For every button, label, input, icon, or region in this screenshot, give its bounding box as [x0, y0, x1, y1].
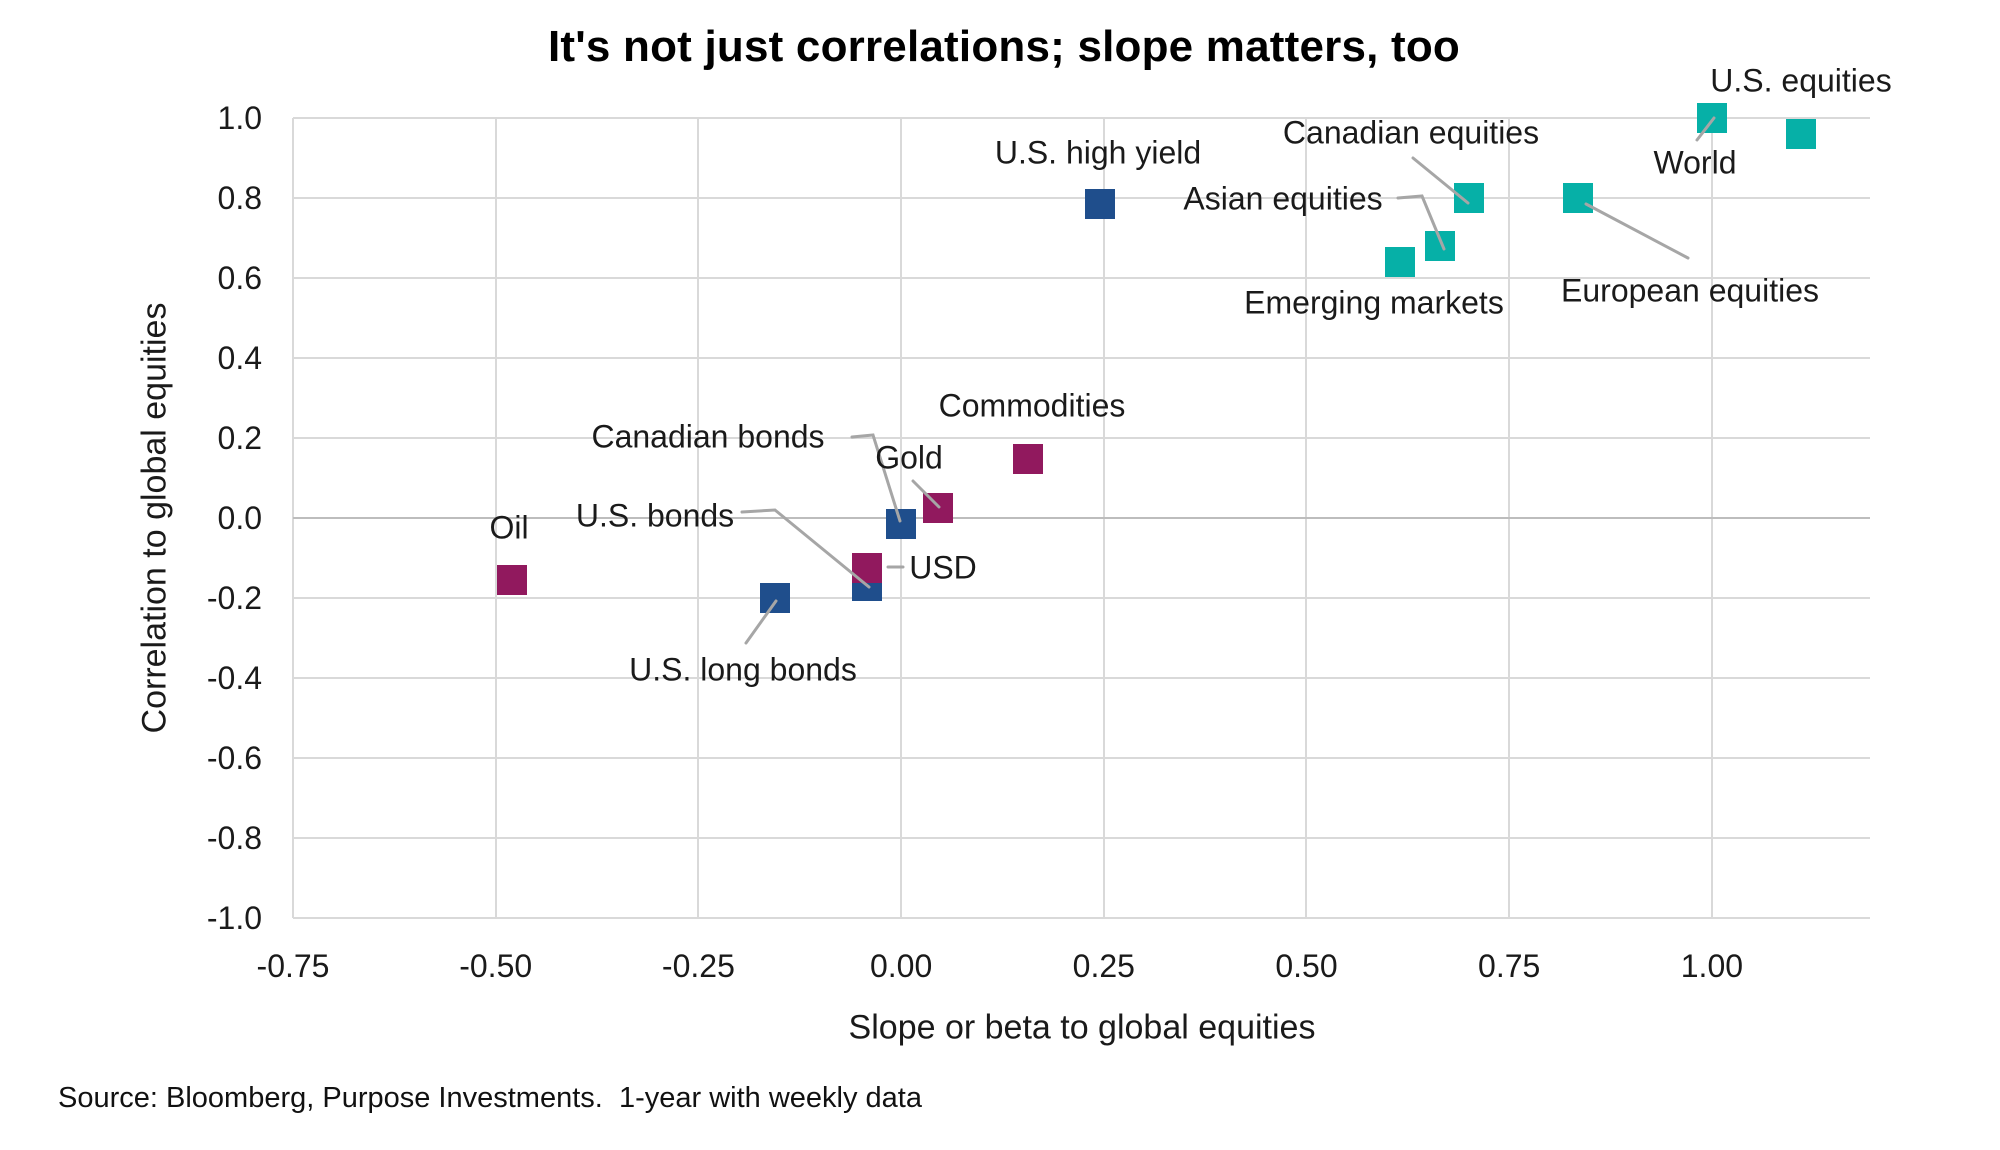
- y-tick-label: 0.8: [217, 180, 262, 216]
- h-gridline: [293, 837, 1870, 839]
- point-label-us-long-bonds: U.S. long bonds: [629, 651, 857, 688]
- data-point-canadian-equities: [1453, 183, 1484, 213]
- y-tick-label: -1.0: [206, 900, 262, 936]
- x-axis-title: Slope or beta to global equities: [848, 1008, 1316, 1047]
- x-tick-label: -0.50: [459, 948, 533, 984]
- point-label-oil: Oil: [489, 509, 529, 546]
- point-label-world: World: [1653, 144, 1737, 181]
- point-label-asian-equities: Asian equities: [1183, 180, 1383, 217]
- h-gridline: [293, 197, 1870, 199]
- data-point-canadian-bonds: [886, 509, 917, 539]
- y-axis-title: Correlation to global equities: [135, 302, 174, 734]
- point-label-usd: USD: [909, 549, 977, 586]
- point-label-canadian-bonds: Canadian bonds: [591, 418, 825, 455]
- h-gridline: [293, 517, 1870, 519]
- data-point-gold: [922, 493, 953, 523]
- data-point-us-long-bonds: [760, 583, 791, 613]
- y-tick-label: -0.8: [206, 820, 262, 856]
- y-tick-label: 0.4: [217, 340, 262, 376]
- point-label-us-equities: U.S. equities: [1710, 62, 1892, 99]
- h-gridline: [293, 437, 1870, 439]
- data-point-asian-equities: [1425, 231, 1456, 261]
- point-label-us-high-yield: U.S. high yield: [994, 134, 1202, 171]
- point-label-european-equities: European equities: [1561, 272, 1819, 309]
- data-point-oil: [496, 565, 527, 595]
- x-tick-label: 0.75: [1478, 948, 1541, 984]
- point-label-us-bonds: U.S. bonds: [575, 497, 735, 534]
- point-label-canadian-equities: Canadian equities: [1282, 114, 1540, 151]
- h-gridline: [293, 357, 1870, 359]
- point-label-commodities: Commodities: [938, 387, 1126, 424]
- data-point-european-equities: [1563, 183, 1594, 213]
- data-point-us-high-yield: [1084, 189, 1115, 219]
- x-tick-label: 0.50: [1275, 948, 1338, 984]
- y-tick-label: -0.2: [206, 580, 262, 616]
- h-gridline: [293, 677, 1870, 679]
- data-point-commodities: [1013, 444, 1044, 475]
- data-point-us-equities: [1786, 119, 1817, 149]
- data-point-world: [1696, 103, 1727, 133]
- point-label-gold: Gold: [875, 439, 943, 476]
- data-point-usd: [852, 553, 883, 583]
- leader-line-us-bonds: [740, 508, 871, 589]
- y-tick-label: 0.0: [217, 500, 262, 536]
- y-tick-label: -0.6: [206, 740, 262, 776]
- y-tick-label: 0.6: [217, 260, 262, 296]
- h-gridline: [293, 117, 1870, 119]
- x-tick-label: 0.25: [1072, 948, 1135, 984]
- x-tick-label: -0.25: [661, 948, 735, 984]
- x-tick-label: -0.75: [256, 948, 330, 984]
- y-tick-label: 0.2: [217, 420, 262, 456]
- x-tick-label: 1.00: [1680, 948, 1744, 984]
- h-gridline: [293, 277, 1870, 279]
- chart-title: It's not just correlations; slope matter…: [547, 22, 1461, 71]
- y-tick-label: -0.4: [206, 660, 262, 696]
- h-gridline: [293, 597, 1870, 599]
- h-gridline: [293, 757, 1870, 759]
- point-label-emerging-markets: Emerging markets: [1244, 284, 1504, 321]
- leader-line-european-equities: [1584, 202, 1690, 260]
- x-tick-label: 0.00: [869, 948, 933, 984]
- h-gridline: [293, 917, 1870, 919]
- data-point-emerging-markets: [1384, 247, 1415, 277]
- y-tick-label: 1.0: [217, 100, 262, 136]
- source-note: Source: Bloomberg, Purpose Investments. …: [58, 1082, 922, 1114]
